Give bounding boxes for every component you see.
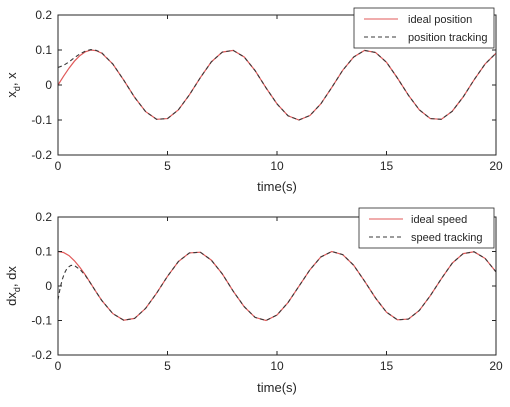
position-x-tick-label: 5: [164, 159, 171, 173]
position-subplot: 0 5 10 15 20 -0.2 -0.1 0 0.1 0.2 time(s) xd, x id…: [4, 7, 503, 194]
position-x-tick-label: 15: [380, 159, 394, 173]
speed-x-tick-label: 0: [55, 359, 62, 373]
speed-legend-label-ideal: ideal speed: [411, 214, 467, 226]
position-y-axis-label-main: x: [4, 91, 19, 98]
speed-series-layer: [57, 250, 497, 322]
speed-series-tracking-line: [57, 250, 497, 322]
position-legend-box: [353, 7, 495, 49]
speed-y-tick-label: -0.2: [31, 348, 52, 362]
speed-y-tick-label: -0.1: [31, 314, 52, 328]
position-x-axis-label: time(s): [257, 179, 297, 194]
position-series-layer: [57, 49, 497, 121]
speed-y-tick-label: 0.1: [35, 245, 52, 259]
speed-y-axis-label-main: dx: [4, 292, 19, 306]
position-y-axis-label-sub: d: [12, 86, 22, 91]
speed-y-axis-label-tail: , dx: [4, 266, 19, 287]
position-y-tick-label: 0: [45, 78, 52, 92]
speed-legend: ideal speed speed tracking: [358, 207, 495, 249]
position-y-tick-label: -0.1: [31, 113, 52, 127]
position-tick-layer: 0 5 10 15 20 -0.2 -0.1 0 0.1 0.2: [31, 8, 503, 173]
speed-y-tick-label: 0.2: [35, 210, 52, 224]
speed-subplot: 0 5 10 15 20-0.2-0.100.10.2 time(s) dxd, dx …: [4, 207, 503, 395]
position-legend-label-tracking: position tracking: [408, 32, 488, 44]
speed-y-axis-label-sub: d: [12, 287, 22, 292]
position-legend: ideal position position tracking: [353, 7, 495, 49]
speed-x-tick-label: 20: [489, 359, 503, 373]
position-x-tick-label: 20: [489, 159, 503, 173]
speed-legend-box: [358, 207, 495, 249]
speed-y-tick-label: 0: [45, 279, 52, 293]
speed-x-tick-label: 5: [164, 359, 171, 373]
speed-x-tick-label: 15: [380, 359, 394, 373]
position-legend-label-ideal: ideal position: [408, 14, 472, 26]
speed-tick-layer: 0 5 10 15 20 -0.2 -0.1 0 0.1 0.2: [31, 210, 503, 373]
position-series-tracking-line: [57, 49, 497, 121]
position-y-tick-label: -0.2: [31, 148, 52, 162]
speed-y-axis-label: dxd, dx: [4, 266, 22, 306]
position-y-axis-label-tail: , x: [4, 72, 19, 86]
speed-x-axis-label: time(s): [257, 380, 297, 395]
position-x-tick-label: 10: [270, 159, 284, 173]
speed-x-tick-label: 10: [270, 359, 284, 373]
position-y-tick-label: 0.2: [35, 8, 52, 22]
position-x-tick-label: 0: [55, 159, 62, 173]
position-y-tick-label: 0.1: [35, 43, 52, 57]
position-y-axis-label: xd, x: [4, 72, 22, 98]
speed-legend-label-tracking: speed tracking: [411, 232, 483, 244]
